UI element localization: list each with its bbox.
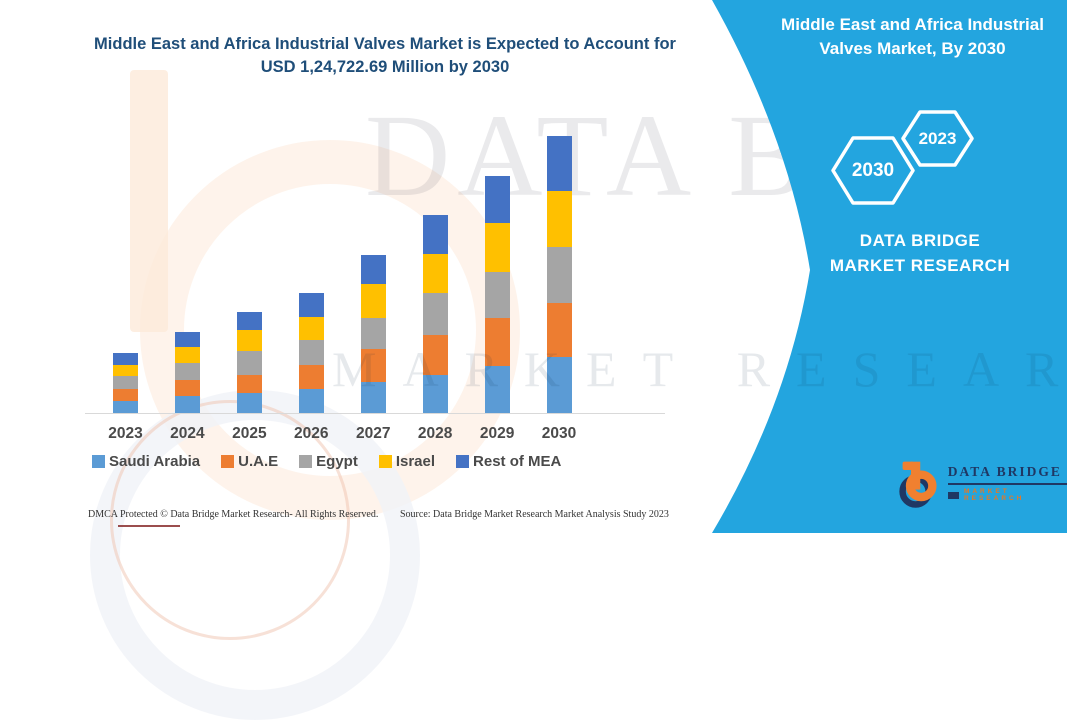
bar-segment-u-a-e bbox=[236, 374, 262, 393]
x-axis: 2023 2024 2025 2026 2027 2028 2029 2030 bbox=[85, 425, 665, 447]
bar-segment-egypt bbox=[360, 317, 386, 349]
footer-red-line bbox=[118, 525, 180, 527]
bar-segment-israel bbox=[484, 223, 510, 272]
bar-2027 bbox=[360, 254, 386, 413]
bar-segment-u-a-e bbox=[484, 318, 510, 367]
footer-dmca: DMCA Protected © Data Bridge Market Rese… bbox=[88, 509, 379, 520]
bar-2025 bbox=[236, 311, 262, 413]
legend-item-israel: Israel bbox=[378, 453, 436, 470]
bar-segment-israel bbox=[546, 191, 572, 247]
bar-segment-israel bbox=[298, 317, 324, 340]
legend-swatch bbox=[456, 455, 470, 468]
x-axis-label-2024: 2024 bbox=[170, 425, 205, 442]
chart-title-line1: Middle East and Africa Industrial Valves… bbox=[94, 35, 676, 53]
x-axis-label-2026: 2026 bbox=[294, 425, 329, 442]
legend-label: Rest of MEA bbox=[473, 453, 562, 470]
chart-title: Middle East and Africa Industrial Valves… bbox=[70, 33, 700, 79]
legend-item-u-a-e: U.A.E bbox=[221, 453, 278, 470]
bar-2023 bbox=[113, 352, 138, 413]
bar-segment-egypt bbox=[236, 351, 262, 375]
bar-2028 bbox=[422, 215, 448, 413]
bar-segment-egypt bbox=[546, 246, 572, 303]
bar-segment-saudi-arabia bbox=[174, 396, 200, 413]
legend-swatch bbox=[92, 455, 105, 468]
legend-label: Saudi Arabia bbox=[109, 453, 201, 470]
bar-segment-u-a-e bbox=[546, 302, 572, 358]
legend: Saudi Arabia U.A.E Egypt Israel Rest of MEA bbox=[92, 453, 667, 470]
legend-swatch bbox=[299, 455, 313, 468]
x-axis-label-2025: 2025 bbox=[232, 425, 267, 442]
plot-area bbox=[85, 110, 665, 414]
chart-title-line2: USD 1,24,722.69 Million by 2030 bbox=[260, 58, 510, 76]
bar-segment-saudi-arabia bbox=[546, 357, 572, 413]
x-axis-label-2027: 2027 bbox=[355, 425, 391, 442]
legend-item-saudi-arabia: Saudi Arabia bbox=[92, 453, 200, 470]
bar-segment-saudi-arabia bbox=[360, 382, 386, 413]
x-axis-label-2029: 2029 bbox=[479, 425, 515, 442]
legend-swatch bbox=[378, 455, 392, 468]
bar-segment-rest-of-mea bbox=[422, 215, 448, 254]
bar-segment-egypt bbox=[174, 362, 200, 380]
legend-label: U.A.E bbox=[238, 453, 279, 470]
legend-swatch bbox=[221, 455, 235, 468]
bar-segment-israel bbox=[174, 347, 200, 363]
x-axis-label-2030: 2030 bbox=[541, 425, 577, 442]
bar-segment-u-a-e bbox=[113, 388, 138, 401]
legend-item-egypt: Egypt bbox=[299, 453, 358, 470]
bar-segment-u-a-e bbox=[298, 365, 324, 389]
bar-segment-israel bbox=[113, 364, 138, 377]
bar-segment-egypt bbox=[298, 339, 324, 366]
bar-segment-saudi-arabia bbox=[236, 392, 262, 413]
bar-2024 bbox=[174, 332, 200, 413]
bar-segment-u-a-e bbox=[360, 348, 386, 383]
bar-segment-u-a-e bbox=[174, 379, 200, 396]
x-axis-label-2023: 2023 bbox=[108, 425, 143, 442]
x-axis-label-2028: 2028 bbox=[417, 425, 453, 442]
blue-panel bbox=[712, 0, 1067, 533]
bar-2029 bbox=[484, 176, 510, 413]
bar-segment-rest-of-mea bbox=[360, 254, 386, 284]
bar-segment-rest-of-mea bbox=[174, 332, 200, 348]
footer-source: Source: Data Bridge Market Research Mark… bbox=[400, 509, 669, 520]
bar-segment-rest-of-mea bbox=[484, 176, 510, 224]
legend-label: Israel bbox=[395, 453, 436, 470]
bar-segment-saudi-arabia bbox=[484, 366, 510, 413]
bar-segment-u-a-e bbox=[422, 334, 448, 375]
bar-segment-israel bbox=[360, 283, 386, 318]
bar-segment-egypt bbox=[113, 376, 138, 389]
bar-2026 bbox=[298, 293, 324, 413]
bar-segment-saudi-arabia bbox=[113, 400, 138, 413]
bar-segment-egypt bbox=[422, 293, 448, 335]
bar-segment-rest-of-mea bbox=[298, 293, 324, 318]
bar-segment-rest-of-mea bbox=[546, 136, 572, 192]
bar-segment-rest-of-mea bbox=[236, 311, 262, 331]
bar-segment-rest-of-mea bbox=[113, 352, 138, 365]
bar-segment-saudi-arabia bbox=[298, 388, 324, 413]
bar-segment-saudi-arabia bbox=[422, 374, 448, 413]
bar-segment-israel bbox=[236, 330, 262, 352]
bar-2030 bbox=[546, 136, 572, 413]
legend-item-rest-of-mea: Rest of MEA bbox=[456, 453, 561, 470]
legend-label: Egypt bbox=[316, 453, 358, 470]
bar-segment-egypt bbox=[484, 271, 510, 319]
bar-segment-israel bbox=[422, 253, 448, 294]
